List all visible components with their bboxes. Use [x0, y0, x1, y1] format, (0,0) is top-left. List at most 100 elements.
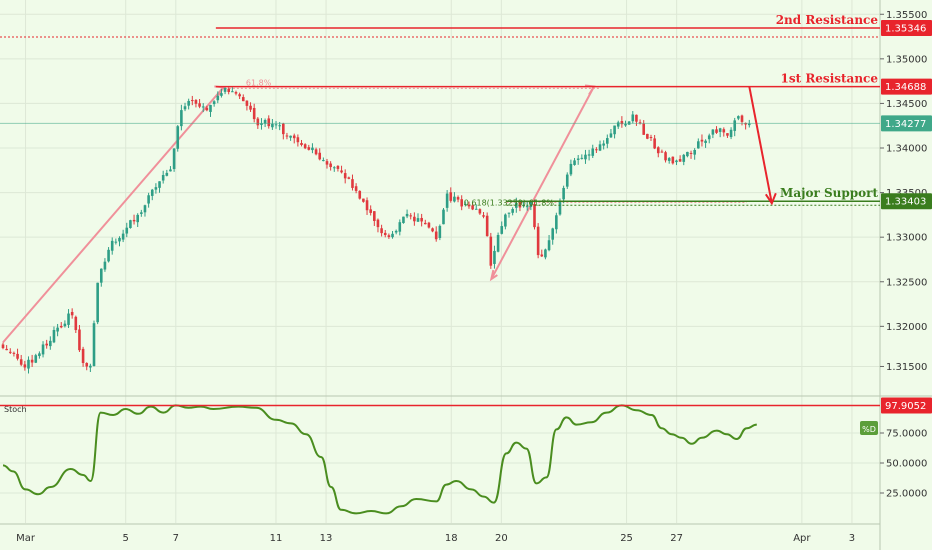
time-tick-label-8: 27: [670, 533, 683, 544]
candle-body-67: [245, 100, 249, 106]
candle-body-93: [340, 170, 343, 173]
candle-body-114: [416, 218, 420, 222]
candle-body-196: [715, 129, 718, 133]
price-tick-label-5: 1.34000: [886, 144, 927, 155]
time-tick-label-4: 13: [320, 533, 333, 544]
stoch-legend-text: %D: [862, 425, 876, 434]
candle-body-129: [471, 205, 474, 210]
fib-labels: 61.8% 0.618(1.33259) 61.8%: [246, 78, 554, 207]
candle-body-195: [711, 129, 715, 135]
candle-body-35: [129, 220, 132, 228]
candle-body-163: [595, 149, 598, 151]
candle-body-100: [365, 200, 369, 211]
candle-body-173: [631, 114, 635, 122]
candle-body-189: [689, 152, 693, 154]
candle-body-101: [369, 209, 372, 213]
candle-body-32: [118, 237, 121, 242]
candle-body-60: [220, 93, 223, 96]
levels: 2nd Resistance 1st Resistance Major Suppor…: [0, 13, 880, 206]
candle-body-51: [187, 100, 190, 106]
candle-body-117: [427, 222, 431, 228]
candle-body-194: [707, 135, 711, 140]
candle-body-36: [132, 219, 136, 222]
candle-body-132: [482, 215, 485, 217]
candle-body-38: [140, 212, 143, 214]
candle-body-178: [649, 137, 653, 139]
candle-body-62: [227, 88, 231, 92]
candle-body-54: [198, 103, 201, 107]
candle-body-89: [325, 161, 329, 165]
candle-body-112: [409, 215, 413, 217]
candle-body-83: [303, 144, 307, 149]
candle-body-41: [150, 189, 154, 196]
candle-body-46: [169, 169, 172, 172]
candle-body-44: [161, 174, 165, 181]
candle-body-55: [201, 106, 205, 108]
candle-body-103: [376, 219, 380, 228]
candle-body-86: [314, 149, 318, 155]
time-tick-label-6: 20: [495, 533, 508, 544]
candle-body-181: [660, 151, 664, 153]
candle-body-99: [362, 198, 365, 202]
candle-body-76: [278, 125, 281, 127]
candle-body-42: [154, 187, 158, 190]
fib-label-top: 61.8%: [246, 78, 272, 87]
candle-body-124: [453, 196, 456, 202]
candle-body-156: [569, 163, 573, 175]
candle-body-197: [718, 128, 722, 132]
candle-body-1: [5, 348, 8, 351]
candle-body-106: [387, 235, 391, 238]
candle-body-131: [478, 209, 482, 214]
price-pane[interactable]: 2nd Resistance 1st Resistance Major Suppor…: [0, 13, 880, 374]
level-tag-1-text: 1.34688: [885, 82, 926, 93]
candle-body-205: [747, 123, 751, 126]
current-price-tag-text: 1.34277: [885, 119, 926, 130]
candle-body-5: [19, 359, 23, 365]
candle-body-164: [598, 144, 602, 151]
price-tick-label-2: 1.32500: [886, 277, 927, 288]
candle-body-147: [536, 226, 540, 256]
time-tick-label-3: 11: [270, 533, 283, 544]
candle-body-186: [678, 159, 682, 162]
candle-body-31: [114, 241, 118, 243]
candle-body-127: [464, 203, 467, 205]
candle-body-133: [485, 215, 489, 237]
candle-body-192: [700, 139, 704, 142]
level-tag-0-bg: [881, 19, 932, 36]
candle-body-33: [121, 233, 125, 240]
candle-body-79: [289, 135, 292, 138]
candle-body-182: [664, 152, 667, 161]
candle-body-203: [740, 115, 744, 122]
candle-body-64: [234, 92, 238, 94]
candle-body-96: [351, 179, 354, 188]
candle-body-85: [311, 147, 314, 151]
candle-body-176: [642, 123, 646, 135]
candle-body-120: [438, 225, 442, 238]
candle-body-145: [529, 202, 533, 207]
candle-body-108: [394, 230, 398, 233]
candle-body-92: [336, 165, 340, 169]
candle-body-3: [12, 352, 16, 354]
candle-body-30: [110, 240, 114, 251]
candle-body-158: [576, 158, 580, 160]
candle-body-15: [56, 327, 59, 332]
candle-body-57: [209, 104, 212, 112]
candle-body-17: [63, 323, 67, 327]
trend-line-up-2: [490, 86, 595, 280]
candle-body-200: [729, 129, 733, 138]
candle-body-6: [23, 364, 27, 368]
candle-body-109: [398, 222, 402, 232]
projection-arrow: [748, 86, 777, 206]
candle-body-190: [693, 149, 696, 155]
candle-body-122: [445, 193, 449, 208]
candle-body-187: [682, 154, 686, 162]
level-label-1: 1st Resistance: [781, 72, 879, 86]
candle-body-52: [191, 100, 194, 102]
stoch-pane[interactable]: Stoch: [0, 404, 880, 515]
candle-body-119: [434, 231, 438, 240]
candle-body-121: [442, 209, 445, 225]
candle-body-71: [260, 123, 263, 125]
candle-body-98: [358, 190, 362, 199]
